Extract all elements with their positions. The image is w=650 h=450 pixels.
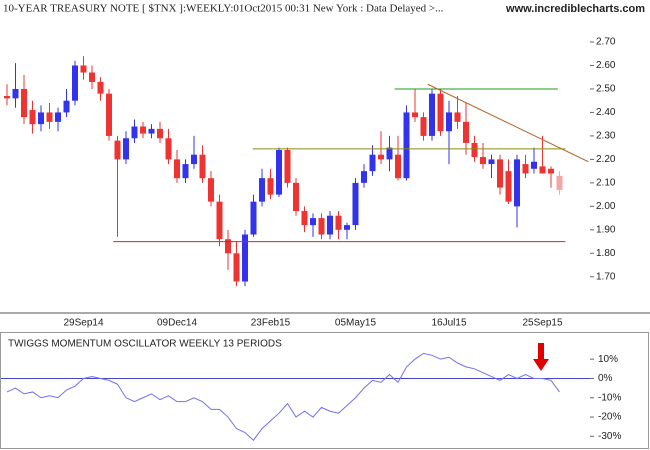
candle-body [403, 112, 410, 179]
candle-body [522, 164, 529, 174]
candle-body [106, 93, 112, 136]
y-tick-label: 2.50 [596, 84, 616, 95]
x-tick-label: 29Sep14 [63, 318, 103, 329]
candle-body [123, 138, 129, 160]
candle-body [4, 96, 10, 99]
candle-body [182, 164, 189, 179]
candle-body [395, 154, 401, 179]
candle-body [165, 138, 172, 160]
candle-body [335, 215, 342, 230]
candle-body [72, 65, 78, 101]
y-tick-label: 1.80 [596, 248, 616, 259]
candle-body [225, 239, 231, 254]
x-tick-label: 05May15 [335, 318, 377, 329]
candle-body [548, 168, 554, 174]
candle-body [318, 218, 325, 235]
candle-body [259, 178, 265, 202]
candle-body [497, 159, 503, 188]
candle-body [63, 100, 70, 113]
y-tick-label: 2.30 [596, 131, 616, 142]
oscillator-title: TWIGGS MOMENTUM OSCILLATOR WEEKLY 13 PER… [8, 339, 282, 350]
candle-body [267, 178, 274, 195]
candle-body [471, 142, 478, 158]
candle-body [420, 117, 427, 136]
x-tick-label: 23Feb15 [251, 318, 291, 329]
candle-body [361, 171, 367, 183]
candle-body [131, 126, 138, 139]
candle-body [344, 225, 350, 230]
candle-body [301, 211, 308, 226]
candle-body [293, 182, 299, 212]
x-tick-label: 25Sep15 [522, 318, 562, 329]
candle-body [505, 171, 512, 202]
candle-body [378, 154, 384, 160]
candle-body [46, 112, 53, 122]
candle-body [148, 128, 155, 134]
trend-line [427, 83, 589, 163]
candle-body [429, 93, 435, 136]
candle-body [38, 112, 44, 125]
candle-body [446, 112, 452, 132]
y-tick-label: 2.70 [596, 37, 616, 48]
candle-body [412, 112, 418, 118]
candle-body [29, 110, 36, 125]
y-tick-label: -30% [598, 431, 621, 442]
candle-body [250, 201, 257, 235]
candle-body [488, 159, 495, 165]
candle-body [242, 234, 248, 282]
x-tick-label: 16Jul15 [431, 318, 466, 329]
candle-body [386, 147, 393, 160]
y-tick-label: 2.00 [596, 201, 616, 212]
candle-body [89, 72, 95, 82]
y-tick-label: 10% [598, 354, 618, 365]
y-tick-label: 2.60 [596, 60, 616, 71]
candle-body [531, 161, 537, 169]
candle-body [556, 175, 563, 190]
candle-body [21, 88, 27, 118]
candle-body [454, 112, 461, 122]
y-tick-label: -20% [598, 412, 621, 423]
y-tick-label: 2.20 [596, 154, 616, 165]
candle-body [539, 166, 546, 174]
candle-body [157, 128, 163, 139]
candle-body [55, 112, 61, 122]
candle-body [12, 88, 19, 99]
lower-panel [0, 332, 649, 449]
candle-body [327, 215, 333, 235]
candle-body [97, 81, 104, 94]
candle-body [174, 159, 180, 179]
candle-body [208, 178, 214, 202]
y-tick-label: 2.40 [596, 107, 616, 118]
candle-body [284, 150, 291, 183]
y-tick-label: 2.10 [596, 178, 616, 189]
oscillator-line [6, 352, 560, 441]
candle-body [437, 93, 444, 132]
arrow [533, 343, 549, 371]
site-name: www.incrediblecharts.com [505, 3, 645, 15]
y-tick-label: 1.90 [596, 224, 616, 235]
x-tick-label: 09Dec14 [157, 318, 197, 329]
candle-body [463, 121, 469, 143]
candle-body [276, 150, 282, 195]
candle-body [514, 159, 520, 207]
y-tick-label: 0% [598, 373, 613, 384]
y-tick-label: 1.70 [596, 271, 616, 282]
candle-body [233, 253, 240, 282]
y-tick-label: -10% [598, 392, 621, 403]
candle-body [199, 154, 206, 179]
candle-body [114, 140, 121, 160]
candle-body [140, 126, 146, 134]
candle-body [310, 218, 316, 226]
candle-body [352, 182, 359, 226]
candle-body [480, 157, 486, 165]
candle-body [191, 154, 197, 165]
candle-body [216, 201, 223, 240]
candle-body [369, 154, 376, 172]
candle-body [80, 65, 87, 73]
header-title: 10-YEAR TREASURY NOTE [ $TNX ]:WEEKLY:01… [3, 3, 444, 15]
